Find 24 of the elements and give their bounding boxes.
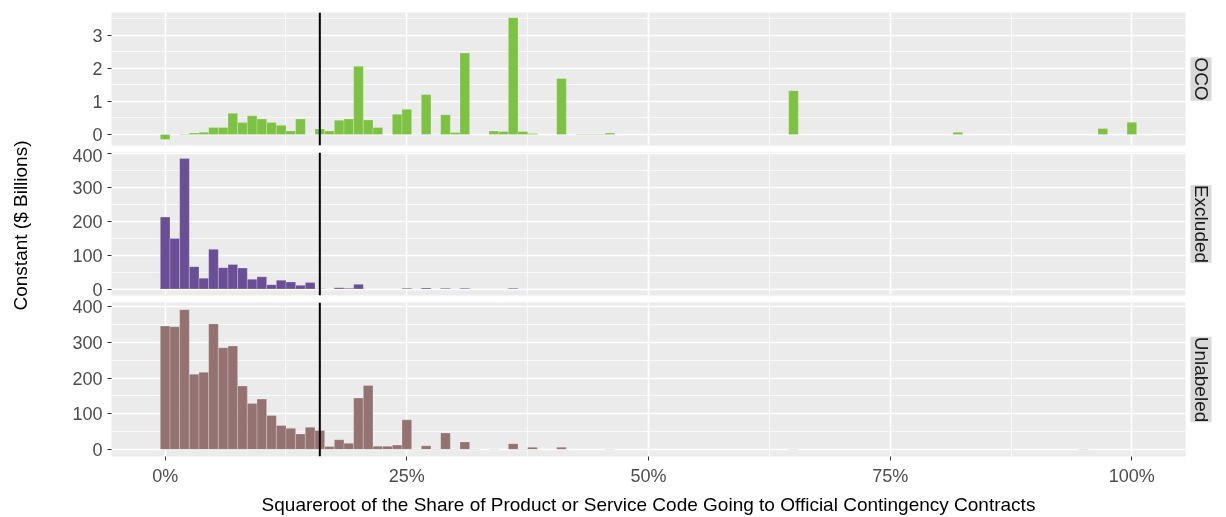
y-tick-label: 0 [92,125,103,146]
y-tick-label: 0 [92,439,103,460]
y-tick-label: 1 [92,91,103,112]
x-axis-title: Squareroot of the Share of Product or Service Code Going to Official Contingency Contracts [261,493,1036,515]
y-tick-label: 0 [92,279,103,300]
x-tick-label: 75% [872,465,909,486]
y-tick-label: 400 [72,297,103,318]
x-tick-label: 0% [152,465,179,486]
y-tick-label: 400 [72,145,103,166]
y-tick-label: 200 [72,211,103,232]
text: Unlabeled [1190,336,1212,423]
x-tick-label: 50% [630,465,667,486]
y-tick-label: 200 [72,368,103,389]
y-axis-title: Constant ($ Billions) [9,140,31,311]
y-tick-label: 100 [72,245,103,266]
x-tick-label: 100% [1108,465,1155,486]
y-tick-label: 2 [92,58,103,79]
y-tick-label: 300 [72,332,103,353]
y-tick-label: 100 [72,404,103,425]
text: Excluded [1190,184,1212,264]
y-tick-label: 300 [72,177,103,198]
y-tick-label: 3 [92,25,103,46]
x-tick-label: 25% [388,465,425,486]
text: OCO [1190,57,1212,101]
